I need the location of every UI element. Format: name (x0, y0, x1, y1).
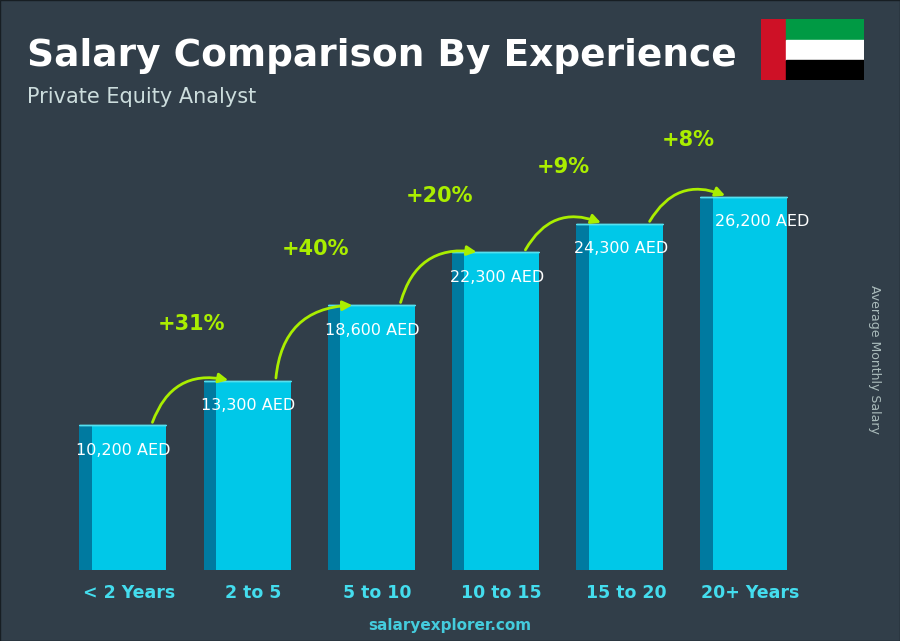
Bar (760, 19, 787, 80)
Polygon shape (452, 253, 464, 570)
Bar (216, 381, 291, 570)
Text: +9%: +9% (537, 157, 590, 178)
Text: +20%: +20% (406, 186, 473, 206)
Bar (713, 197, 788, 570)
Text: 26,200 AED: 26,200 AED (716, 214, 810, 229)
Polygon shape (576, 224, 589, 570)
Bar (464, 253, 539, 570)
Bar (589, 224, 663, 570)
Text: 22,300 AED: 22,300 AED (450, 270, 544, 285)
Text: Salary Comparison By Experience: Salary Comparison By Experience (27, 38, 737, 74)
Text: salaryexplorer.com: salaryexplorer.com (368, 618, 532, 633)
Text: Average Monthly Salary: Average Monthly Salary (868, 285, 881, 433)
Text: +31%: +31% (158, 314, 225, 335)
Text: +8%: +8% (662, 130, 715, 150)
Text: 24,300 AED: 24,300 AED (574, 242, 668, 256)
Text: 10,200 AED: 10,200 AED (76, 443, 170, 458)
Text: Private Equity Analyst: Private Equity Analyst (27, 87, 256, 106)
Bar (340, 305, 415, 570)
Bar (787, 40, 864, 60)
Text: 13,300 AED: 13,300 AED (202, 399, 295, 413)
Polygon shape (203, 381, 216, 570)
Text: +40%: +40% (282, 238, 349, 259)
Polygon shape (328, 305, 340, 570)
Polygon shape (79, 425, 92, 570)
Bar (787, 19, 864, 40)
Polygon shape (700, 197, 713, 570)
Text: 18,600 AED: 18,600 AED (325, 323, 420, 338)
Bar (92, 425, 166, 570)
Bar (787, 60, 864, 80)
